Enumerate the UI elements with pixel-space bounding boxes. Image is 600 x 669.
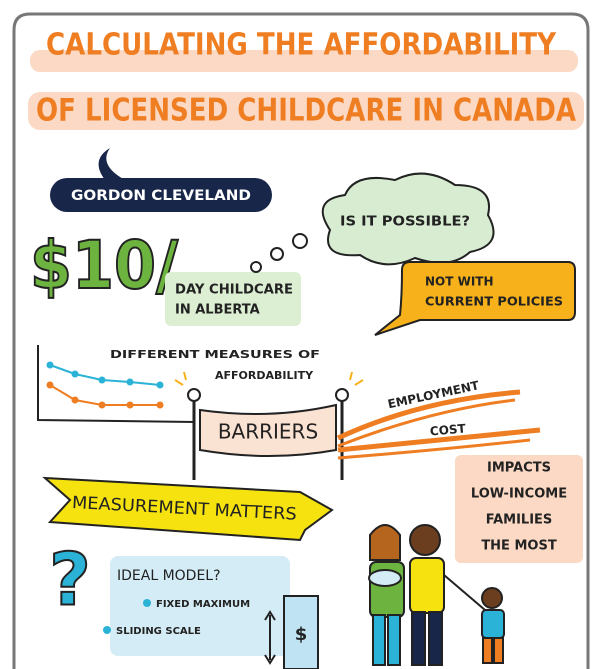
title-line: CALCULATING THE AFFORDABILITY xyxy=(46,28,557,63)
pill-tail xyxy=(99,148,125,180)
thought-dot xyxy=(293,234,307,248)
model-option: SLIDING SCALE xyxy=(116,626,201,637)
thought-dot xyxy=(251,262,261,272)
answer: NOT WITH xyxy=(425,275,494,289)
sketch-line xyxy=(50,365,160,385)
measures: AFFORDABILITY xyxy=(215,369,314,382)
answer: CURRENT POLICIES xyxy=(425,295,563,309)
impact: THE MOST xyxy=(481,539,557,554)
sketch-line xyxy=(50,385,160,405)
price-caption: IN ALBERTA xyxy=(175,303,260,318)
impact: LOW-INCOME xyxy=(471,487,567,502)
gauge-symbol: $ xyxy=(295,624,308,645)
sketchnote: CALCULATING THE AFFORDABILITY OF LICENSE… xyxy=(0,0,600,669)
impact: IMPACTS xyxy=(487,461,551,476)
caption-box xyxy=(165,272,301,326)
model-option: FIXED MAXIMUM xyxy=(156,599,250,610)
bullet xyxy=(103,626,111,634)
bullet xyxy=(143,599,151,607)
question-mark: ? xyxy=(49,538,91,622)
price: $10/ xyxy=(30,227,179,304)
impact: FAMILIES xyxy=(486,513,553,528)
pole-top xyxy=(336,389,348,401)
model-title: IDEAL MODEL? xyxy=(117,568,221,584)
pole-top xyxy=(188,389,200,401)
author: GORDON CLEVELAND xyxy=(71,188,251,204)
measures: DIFFERENT MEASURES OF xyxy=(110,348,320,361)
thought-dot xyxy=(271,248,283,260)
barrier-label: BARRIERS xyxy=(218,420,318,444)
title-line: OF LICENSED CHILDCARE IN CANADA xyxy=(36,93,576,129)
price-caption: DAY CHILDCARE xyxy=(175,283,293,298)
question: IS IT POSSIBLE? xyxy=(340,215,470,230)
